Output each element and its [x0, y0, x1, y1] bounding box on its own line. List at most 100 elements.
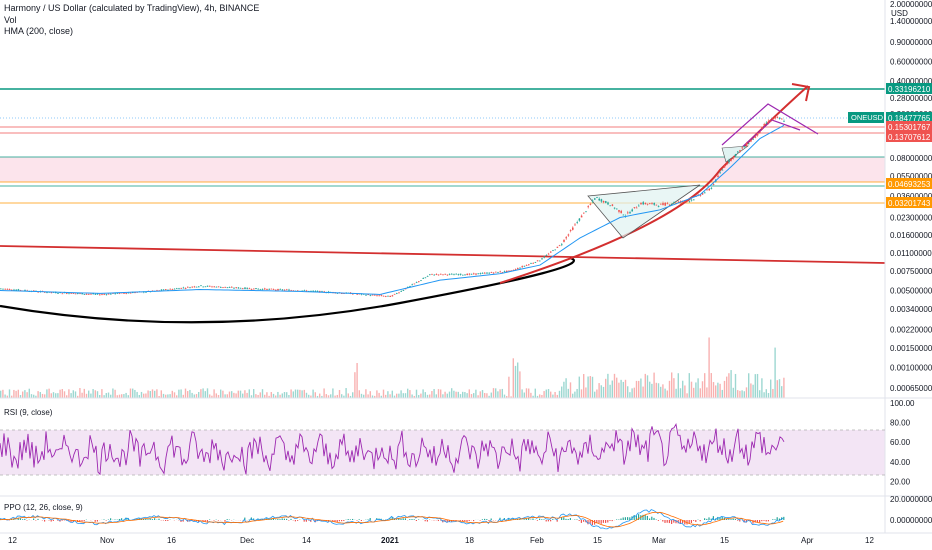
candle-body	[433, 274, 435, 276]
candle-body	[602, 200, 605, 203]
candle-body	[554, 249, 556, 251]
volume-bar	[189, 389, 191, 398]
ppo-hist-bar	[50, 520, 52, 522]
volume-bar	[600, 385, 602, 398]
ppo-hist-bar	[666, 520, 668, 523]
volume-bar	[354, 372, 356, 398]
volume-bar	[125, 392, 127, 398]
candle-body	[261, 288, 264, 290]
channel-upper	[721, 103, 819, 146]
candle-body	[222, 287, 224, 289]
candle-body	[112, 293, 114, 294]
volume-bar	[160, 390, 162, 398]
volume-bar	[202, 388, 204, 398]
candle-body	[301, 290, 303, 292]
volume-bar	[737, 390, 739, 398]
ppo-hist-bar	[561, 517, 563, 520]
candle-body	[215, 286, 218, 288]
ppo-hist-bar	[484, 518, 486, 520]
candle-body	[272, 289, 275, 290]
volume-bar	[26, 392, 28, 398]
rsi-tick-label: 80.00	[890, 419, 911, 428]
volume-bar	[459, 394, 462, 398]
volume-bar	[143, 393, 145, 398]
ppo-hist-bar	[68, 520, 70, 522]
ppo-hist-bar	[591, 520, 593, 526]
volume-bar	[589, 376, 591, 398]
candle-body	[442, 274, 444, 276]
volume-bar	[649, 381, 651, 398]
volume-bar	[171, 390, 173, 398]
volume-bar	[321, 395, 323, 398]
volume-bar	[651, 383, 653, 398]
ppo-pane-label[interactable]: PPO (12, 26, close, 9)	[4, 503, 83, 512]
candle-body	[497, 271, 499, 273]
candle-body	[13, 289, 15, 291]
candle-body	[393, 293, 396, 295]
volume-bar	[107, 392, 110, 398]
ppo-hist-bar	[70, 520, 72, 523]
volume-bar	[356, 362, 358, 398]
candle-body	[776, 117, 779, 118]
candle-body	[708, 188, 710, 191]
candle-body	[453, 274, 455, 276]
price-tick-label: 0.02300000	[890, 213, 932, 222]
candle-body	[739, 150, 741, 152]
rsi-pane-label[interactable]: RSI (9, close)	[4, 408, 53, 417]
candle-body	[627, 212, 629, 214]
candle-body	[176, 288, 178, 290]
volume-bar	[765, 389, 767, 398]
candle-body	[699, 194, 702, 196]
candle-body	[248, 288, 251, 290]
ppo-hist-bar	[728, 519, 730, 520]
volume-bar	[554, 391, 556, 398]
volume-bars	[0, 337, 785, 398]
ppo-hist-bar	[437, 520, 439, 522]
candle-body	[77, 293, 79, 294]
ppo-hist-bar	[776, 517, 778, 520]
ppo-hist-bar	[624, 517, 626, 520]
volume-bar	[774, 347, 776, 398]
price-axis[interactable]: 2.00000000 1.40000000 0.90000000 0.60000000…	[890, 0, 932, 393]
volume-bar	[134, 389, 136, 398]
small-flag	[721, 145, 750, 163]
hma-indicator-label[interactable]: HMA (200, close)	[4, 26, 74, 36]
price-tick-label: 0.00220000	[890, 326, 932, 335]
ppo-hist-bar	[37, 518, 39, 520]
candle-body	[525, 265, 528, 266]
rsi-line	[0, 422, 785, 476]
candle-body	[24, 289, 26, 291]
price-tick-label: 0.03600000	[890, 192, 932, 201]
vol-indicator-label[interactable]: Vol	[4, 15, 17, 25]
currency-label: USD	[891, 9, 908, 18]
candle-body	[321, 291, 323, 292]
time-axis[interactable]: 12 Nov 16 Dec 14 2021 18 Feb 15 Mar 15 Apr 12	[8, 536, 874, 545]
volume-bar	[327, 395, 330, 398]
volume-bar	[261, 389, 264, 398]
ppo-hist-bar	[268, 519, 270, 520]
candle-body	[508, 270, 510, 272]
candle-body	[228, 287, 231, 288]
candle-body	[701, 193, 704, 195]
candle-body	[640, 203, 642, 205]
volume-bar	[710, 373, 712, 398]
candle-body	[473, 273, 475, 275]
candle-body	[378, 295, 380, 297]
triangle-pattern	[587, 184, 701, 239]
candle-body	[536, 260, 539, 262]
volume-bar	[404, 393, 407, 398]
ppo-hist-bar	[253, 518, 255, 520]
volume-bar	[495, 388, 497, 398]
ppo-hist-bar	[662, 520, 664, 522]
volume-bar	[695, 382, 697, 398]
rsi-band	[0, 430, 885, 475]
ppo-hist-bar	[391, 517, 393, 520]
ppo-hist-bar	[424, 520, 426, 522]
volume-bar	[72, 390, 74, 398]
volume-bar	[92, 389, 94, 398]
volume-bar	[299, 389, 301, 398]
price-label-badge	[886, 178, 932, 189]
volume-bar	[360, 393, 363, 398]
volume-bar	[673, 378, 675, 398]
